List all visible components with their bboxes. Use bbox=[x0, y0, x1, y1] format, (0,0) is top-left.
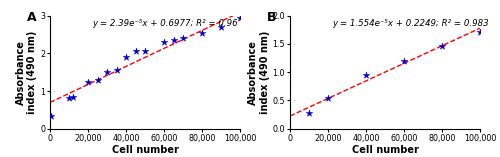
Point bbox=[47, 115, 55, 118]
Point bbox=[69, 95, 77, 98]
Y-axis label: Absorbance
index (490 nm): Absorbance index (490 nm) bbox=[248, 30, 270, 114]
Point bbox=[132, 50, 140, 53]
Point bbox=[198, 31, 206, 34]
X-axis label: Cell number: Cell number bbox=[112, 145, 178, 155]
Point bbox=[324, 97, 332, 100]
Point bbox=[179, 37, 187, 40]
Point bbox=[141, 50, 149, 53]
Point bbox=[400, 60, 408, 62]
Text: A: A bbox=[27, 11, 37, 24]
Text: y = 1.554e⁻⁵x + 0.2249; R² = 0.983: y = 1.554e⁻⁵x + 0.2249; R² = 0.983 bbox=[332, 19, 488, 28]
Point bbox=[217, 26, 225, 28]
Y-axis label: Absorbance
index (490 nm): Absorbance index (490 nm) bbox=[16, 30, 37, 114]
Point bbox=[94, 78, 102, 81]
X-axis label: Cell number: Cell number bbox=[352, 145, 418, 155]
Text: y = 2.39e⁻⁵x + 0.6977; R² = 0.96: y = 2.39e⁻⁵x + 0.6977; R² = 0.96 bbox=[92, 19, 238, 28]
Point bbox=[305, 112, 313, 114]
Point bbox=[112, 69, 120, 72]
Point bbox=[438, 44, 446, 47]
Point bbox=[236, 16, 244, 19]
Point bbox=[65, 97, 73, 99]
Point bbox=[170, 39, 177, 41]
Text: B: B bbox=[267, 11, 276, 24]
Point bbox=[122, 56, 130, 58]
Point bbox=[476, 30, 484, 33]
Point bbox=[103, 71, 111, 73]
Point bbox=[160, 41, 168, 43]
Point bbox=[362, 74, 370, 76]
Point bbox=[84, 80, 92, 83]
